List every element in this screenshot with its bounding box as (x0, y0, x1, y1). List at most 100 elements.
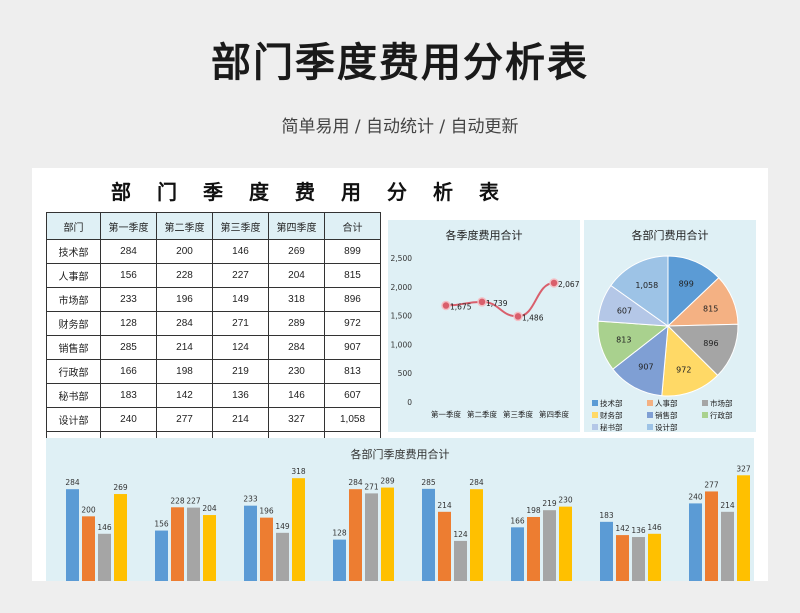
pie-slice (661, 324, 719, 397)
table-cell: 124 (212, 335, 269, 360)
data-label: 156 (154, 520, 169, 529)
table-cell: 146 (268, 383, 325, 408)
data-label: 128 (332, 529, 347, 538)
bar (260, 517, 273, 581)
bar (689, 503, 702, 581)
table-cell: 896 (324, 287, 381, 312)
chart-title: 各部门费用合计 (632, 228, 709, 242)
data-label: 1,058 (635, 281, 658, 290)
data-label: 136 (631, 526, 646, 535)
banner-subtitle: 简单易用 / 自动统计 / 自动更新 (281, 117, 519, 137)
legend-swatch (647, 400, 653, 406)
data-label: 899 (679, 280, 694, 289)
bar (632, 537, 645, 581)
data-point (477, 297, 487, 307)
pie-slice (666, 323, 739, 377)
data-label: 166 (510, 516, 525, 525)
legend-swatch (702, 400, 708, 406)
data-label: 233 (243, 495, 258, 504)
bar (438, 511, 451, 581)
data-point (441, 300, 451, 311)
table-header-cell: 第三季度 (212, 212, 269, 240)
series-line (445, 281, 555, 318)
bar (276, 532, 289, 581)
data-label: 284 (469, 478, 484, 487)
chart-title: 各部门季度费用合计 (351, 447, 450, 461)
y-tick-label: 0 (407, 398, 412, 407)
bar (98, 533, 111, 581)
table-cell: 271 (212, 311, 269, 336)
pie-slice (610, 255, 669, 327)
x-tick-label: 第二季度 (467, 409, 497, 419)
bar (470, 489, 483, 581)
bar (333, 539, 346, 581)
table-cell: 327 (268, 407, 325, 432)
table-header-cell: 合计 (324, 212, 381, 240)
table-header-cell: 第二季度 (156, 212, 213, 240)
spreadsheet-preview: 部门季度费用分析表 部门 第一季度 第二季度 第三季度 第四季度 合计 技术部 284 200 1… (32, 168, 768, 581)
bar (381, 487, 394, 581)
table-cell: 230 (268, 359, 325, 384)
data-label: 284 (348, 478, 363, 487)
legend-entry: 技术部 (600, 398, 623, 408)
legend-swatch (702, 412, 708, 418)
data-label: 1,675 (450, 303, 472, 312)
sheet-title: 部门季度费用分析表 (111, 180, 525, 204)
legend-entry: 秘书部 (600, 422, 623, 432)
data-label: 896 (703, 339, 718, 348)
y-tick-label: 1,000 (391, 340, 413, 349)
data-label: 146 (97, 523, 112, 532)
table-cell: 284 (156, 311, 213, 336)
banner-title: 部门季度费用分析表 (211, 40, 589, 86)
expense-table: 部门 第一季度 第二季度 第三季度 第四季度 合计 技术部 284 200 146 269 899 人事… (46, 212, 381, 456)
bar (559, 506, 572, 581)
data-label: 1,739 (486, 299, 508, 308)
table-row: 市场部 233 196 149 318 896 (46, 287, 381, 312)
table-cell: 318 (268, 287, 325, 312)
table-header-cell: 部门 (46, 212, 101, 240)
table-cell: 815 (324, 263, 381, 288)
bar (737, 475, 750, 581)
table-cell: 196 (156, 287, 213, 312)
data-label: 271 (364, 482, 379, 491)
table-cell: 285 (100, 335, 157, 360)
table-cell: 1,058 (324, 407, 381, 432)
department-quarter-bar-chart: 各部门季度费用合计 284 200 146 269 156 228 227 204 233 196 1… (46, 438, 754, 581)
table-cell: 219 (212, 359, 269, 384)
data-label: 284 (65, 478, 80, 487)
legend-swatch (647, 412, 653, 418)
table-cell: 行政部 (46, 359, 101, 384)
data-label: 289 (380, 477, 395, 486)
table-cell: 907 (324, 335, 381, 360)
legend-entry: 财务部 (600, 410, 623, 420)
legend-swatch (592, 412, 598, 418)
data-label: 2,067 (558, 280, 580, 289)
table-cell: 204 (268, 263, 325, 288)
data-label: 277 (704, 480, 719, 489)
bar (244, 505, 257, 581)
y-tick-label: 1,500 (391, 312, 413, 321)
table-cell: 136 (212, 383, 269, 408)
bar (527, 516, 540, 581)
table-cell: 899 (324, 239, 381, 264)
table-cell: 156 (100, 263, 157, 288)
chart-title: 各季度费用合计 (446, 228, 523, 242)
table-cell: 市场部 (46, 287, 101, 312)
bar (705, 491, 718, 581)
data-label: 219 (542, 499, 557, 508)
legend-swatch (647, 424, 653, 430)
bar (454, 540, 467, 581)
data-label: 142 (615, 524, 630, 533)
table-cell: 607 (324, 383, 381, 408)
y-tick-label: 500 (398, 369, 413, 378)
data-label: 200 (81, 505, 96, 514)
table-cell: 人事部 (46, 263, 101, 288)
data-label: 240 (688, 492, 703, 501)
data-label: 149 (275, 522, 290, 531)
y-tick-label: 2,000 (391, 283, 413, 292)
table-cell: 183 (100, 383, 157, 408)
legend-entry: 人事部 (655, 398, 678, 408)
table-cell: 233 (100, 287, 157, 312)
table-cell: 284 (268, 335, 325, 360)
data-label: 146 (647, 523, 662, 532)
